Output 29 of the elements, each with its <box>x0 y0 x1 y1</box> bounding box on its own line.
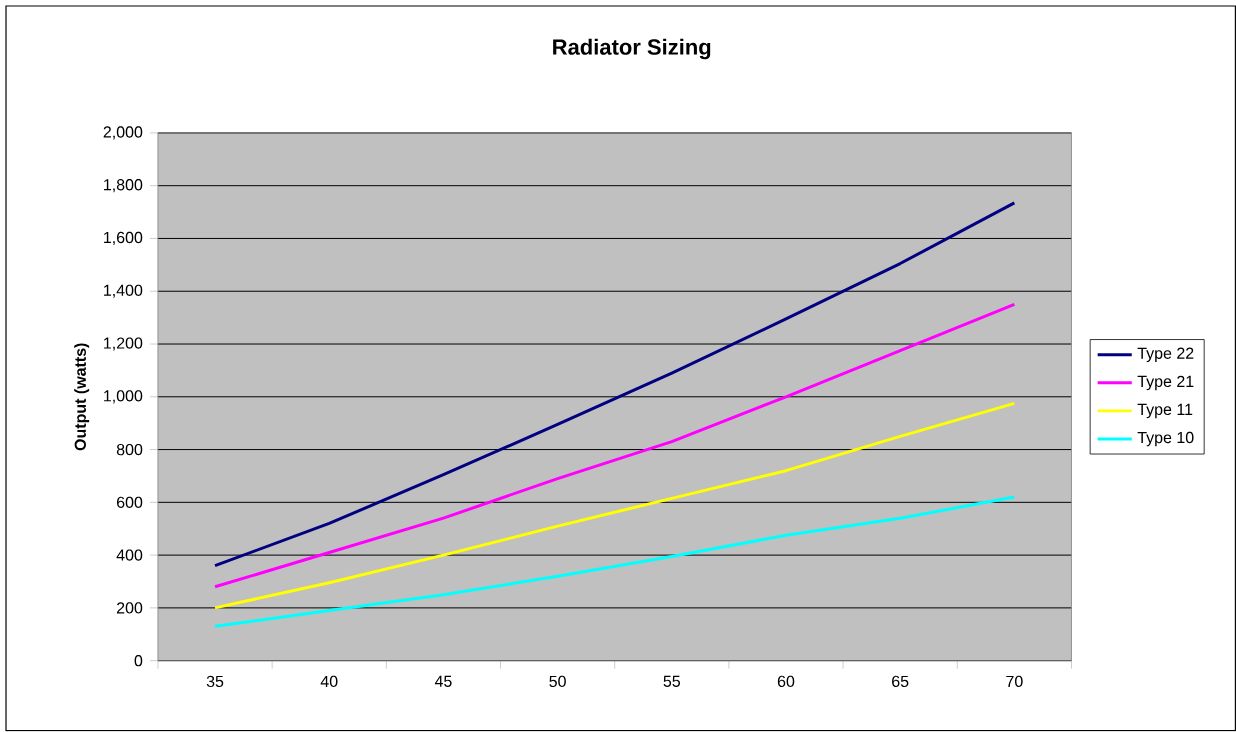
line-series <box>213 201 1016 568</box>
legend-label: Type 22 <box>1137 347 1194 363</box>
legend-label: Type 21 <box>1137 375 1194 391</box>
line-series <box>213 402 1016 610</box>
y-tick-label: 200 <box>117 602 143 614</box>
x-tick-label: 55 <box>663 675 681 688</box>
y-tick-label: 2,000 <box>103 126 143 140</box>
x-tick-label: 40 <box>320 675 338 688</box>
line-series <box>213 495 1016 629</box>
x-tick-label: 35 <box>206 675 224 688</box>
x-tick-label: 50 <box>549 675 566 688</box>
chart-title: Radiator Sizing <box>553 38 711 60</box>
y-tick-label: 400 <box>116 549 143 561</box>
x-tick-label: 45 <box>434 675 452 688</box>
legend-label: Type 11 <box>1137 404 1193 419</box>
y-tick-label: 1,200 <box>104 337 143 351</box>
x-tick-label: 65 <box>892 675 909 688</box>
x-tick-label: 60 <box>777 675 795 688</box>
x-tick-label: 70 <box>1006 675 1023 688</box>
y-tick-label: 1,400 <box>104 284 143 299</box>
y-tick-label: 1,000 <box>104 390 143 404</box>
y-tick-label: 1,800 <box>104 179 143 193</box>
y-tick-label: 800 <box>116 444 143 456</box>
y-tick-label: 1,600 <box>104 232 143 246</box>
legend-label: Type 10 <box>1137 432 1194 447</box>
y-tick-label: 0 <box>134 655 143 667</box>
y-tick-label: 600 <box>117 496 143 509</box>
line-series <box>213 303 1016 589</box>
y-axis-title: Output (watts) <box>74 343 90 451</box>
